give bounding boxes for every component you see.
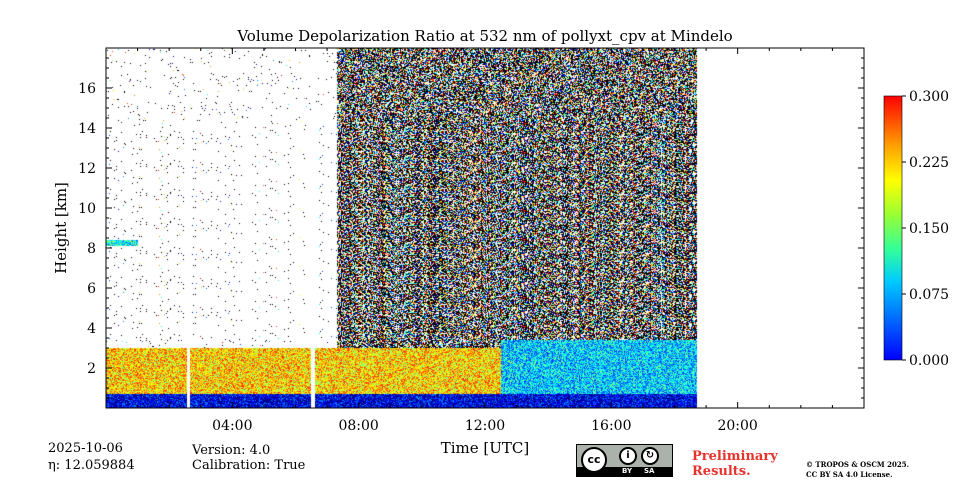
x-tick-label: 20:00 bbox=[717, 418, 757, 434]
colorbar-tick-label: 0.150 bbox=[909, 221, 949, 237]
y-tick-label: 14 bbox=[78, 121, 96, 137]
colorbar-tick-label: 0.300 bbox=[909, 89, 949, 105]
sa-share-icon: ↻ bbox=[641, 447, 659, 465]
x-tick-label: 08:00 bbox=[338, 418, 378, 434]
chart-title: Volume Depolarization Ratio at 532 nm of… bbox=[236, 27, 732, 45]
calibration-label: Calibration: True bbox=[192, 458, 306, 473]
x-tick-label: 12:00 bbox=[465, 418, 505, 434]
y-tick-label: 10 bbox=[78, 201, 96, 217]
preliminary-line-2: Results. bbox=[692, 464, 751, 479]
y-tick-label: 4 bbox=[87, 321, 96, 337]
date-label: 2025-10-06 bbox=[48, 441, 123, 456]
heatmap-image bbox=[106, 48, 864, 408]
y-tick-label: 8 bbox=[87, 241, 96, 257]
cc-license-badge: cc i ↻ BY SA bbox=[576, 444, 673, 477]
y-tick-label: 12 bbox=[78, 161, 96, 177]
by-person-icon: i bbox=[619, 447, 637, 465]
y-tick-label: 6 bbox=[87, 281, 96, 297]
x-tick-label: 16:00 bbox=[591, 418, 631, 434]
copyright-line-1: © TROPOS & OSCM 2025. bbox=[806, 460, 910, 469]
colorbar-tick-label: 0.000 bbox=[909, 353, 949, 369]
version-label: Version: 4.0 bbox=[192, 443, 271, 458]
cc-icon: cc bbox=[581, 447, 607, 473]
x-axis-label: Time [UTC] bbox=[441, 439, 530, 457]
preliminary-results: Preliminary Results. bbox=[692, 449, 778, 479]
copyright-notice: © TROPOS & OSCM 2025. CC BY SA 4.0 Licen… bbox=[806, 460, 909, 480]
preliminary-line-1: Preliminary bbox=[692, 449, 778, 464]
sa-label: SA bbox=[644, 467, 655, 475]
y-axis-label: Height [km] bbox=[52, 182, 70, 274]
copyright-line-2: CC BY SA 4.0 License. bbox=[806, 470, 893, 479]
x-tick-label: 04:00 bbox=[212, 418, 252, 434]
colorbar-tick-label: 0.225 bbox=[909, 155, 949, 171]
colorbar-tick-label: 0.075 bbox=[909, 287, 949, 303]
x-axis-ticks: 04:00 08:00 12:00 16:00 20:00 bbox=[105, 48, 865, 434]
badge-band bbox=[577, 467, 672, 476]
y-axis-ticks: 2 4 6 8 10 12 14 16 bbox=[78, 47, 864, 409]
y-tick-label: 16 bbox=[78, 81, 96, 97]
by-label: BY bbox=[622, 467, 633, 475]
colorbar bbox=[883, 95, 903, 361]
colorbar-ticks: 0.000 0.075 0.150 0.225 0.300 bbox=[902, 89, 949, 369]
eta-label: η: 12.059884 bbox=[48, 458, 135, 473]
y-tick-label: 2 bbox=[87, 361, 96, 377]
